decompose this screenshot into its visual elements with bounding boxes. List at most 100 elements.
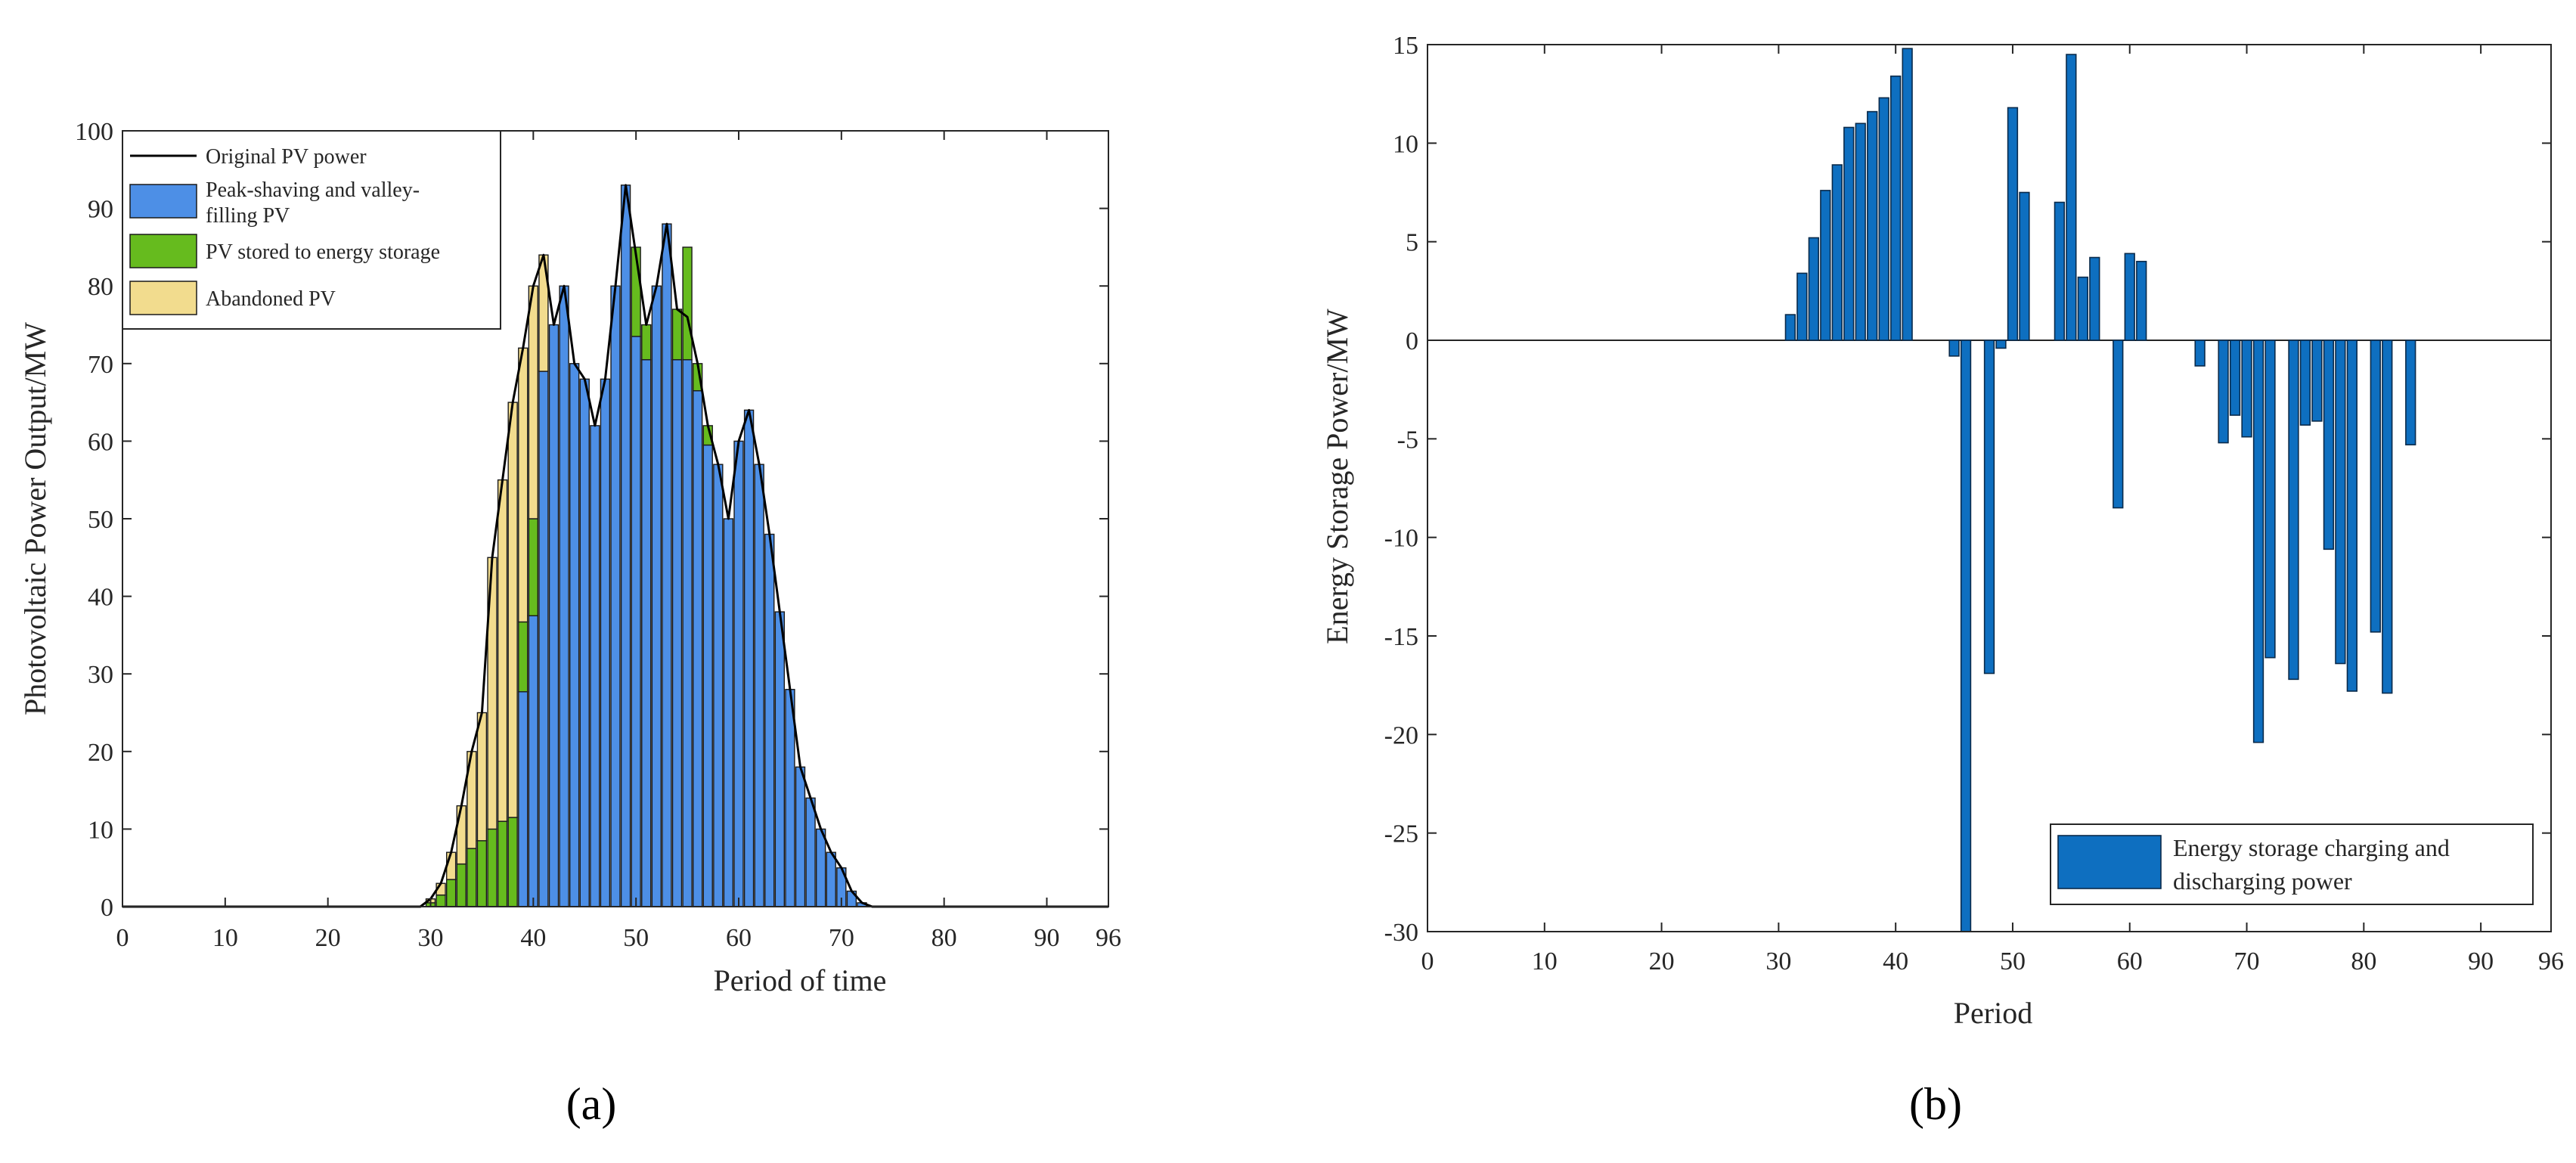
legend-peak-shaving-swatch bbox=[129, 184, 197, 219]
panel-a-chart: 0 10 20 30 40 50 60 70 80 90 100 0 10 20 30 40 50 60 70 80… bbox=[18, 118, 1121, 1129]
bar-energy-storage-54 bbox=[2054, 201, 2066, 341]
panel-b-plot-frame bbox=[1427, 44, 2552, 932]
bar-pv-stored-37 bbox=[497, 820, 508, 907]
bar-pv-stored-55 bbox=[682, 247, 693, 361]
bar-peak-shaving-56 bbox=[692, 390, 703, 907]
bar-abandoned-pv-35 bbox=[476, 712, 488, 842]
panel-b-legend: Energy storage charging and discharging … bbox=[2050, 823, 2534, 905]
legend-pv-stored-swatch bbox=[129, 234, 197, 268]
bar-energy-storage-48 bbox=[1983, 340, 1995, 675]
bar-peak-shaving-51 bbox=[641, 358, 652, 907]
bar-energy-storage-75 bbox=[2299, 340, 2311, 426]
panel-a-y-ticks: 0 10 20 30 40 50 60 70 80 90 100 bbox=[75, 118, 1108, 922]
x-tick-label: 80 bbox=[2351, 947, 2376, 975]
x-tick-label: 0 bbox=[1421, 947, 1434, 975]
bar-abandoned-pv-39 bbox=[518, 347, 529, 623]
bar-pv-stored-38 bbox=[507, 817, 518, 907]
bar-energy-storage-69 bbox=[2229, 340, 2241, 416]
bar-peak-shaving-69 bbox=[826, 851, 836, 907]
bar-pv-stored-54 bbox=[671, 309, 683, 361]
bar-abandoned-pv-38 bbox=[507, 402, 518, 818]
bar-pv-stored-39 bbox=[518, 621, 529, 693]
bar-peak-shaving-42 bbox=[548, 324, 560, 907]
bar-energy-storage-61 bbox=[2136, 260, 2147, 341]
bar-peak-shaving-48 bbox=[610, 285, 621, 907]
x-tick-label: 0 bbox=[116, 924, 129, 952]
bar-peak-shaving-60 bbox=[733, 440, 744, 907]
bar-peak-shaving-52 bbox=[651, 285, 662, 907]
panel-b-x-ticks: 0 10 20 30 40 50 60 70 80 90 96 bbox=[1421, 45, 2564, 975]
bar-peak-shaving-41 bbox=[538, 371, 549, 907]
legend-energy-storage-swatch bbox=[2057, 835, 2162, 889]
panel-b-label: (b) bbox=[1909, 1079, 1962, 1129]
bar-peak-shaving-47 bbox=[600, 378, 611, 907]
x-tick-label: 10 bbox=[212, 924, 238, 952]
bar-energy-storage-45 bbox=[1948, 340, 1960, 357]
bar-energy-storage-76 bbox=[2311, 340, 2323, 422]
bar-energy-storage-46 bbox=[1960, 340, 1972, 932]
original-pv-power-line bbox=[122, 184, 1108, 908]
x-tick-label: 50 bbox=[2000, 947, 2026, 975]
bar-energy-storage-57 bbox=[2089, 256, 2100, 341]
bar-peak-shaving-45 bbox=[579, 378, 590, 907]
bar-peak-shaving-40 bbox=[528, 615, 539, 907]
x-tick-label: 70 bbox=[2234, 947, 2260, 975]
y-tick-label: 10 bbox=[88, 816, 113, 844]
bar-abandoned-pv-33 bbox=[456, 805, 467, 865]
bar-energy-storage-32 bbox=[1796, 272, 1808, 341]
bar-energy-storage-36 bbox=[1843, 126, 1855, 341]
bar-energy-storage-84 bbox=[2405, 340, 2416, 445]
legend-energy-storage-label-line1: Energy storage charging and bbox=[2173, 834, 2450, 861]
panel-b-y-ticks: -30 -25 -20 -15 -10 -5 0 5 10 15 bbox=[1384, 32, 2551, 947]
x-tick-label: 96 bbox=[1096, 924, 1121, 952]
bar-peak-shaving-65 bbox=[785, 689, 795, 907]
bar-energy-storage-59 bbox=[2113, 340, 2124, 509]
y-tick-label: 40 bbox=[88, 584, 113, 612]
bar-peak-shaving-54 bbox=[671, 358, 683, 907]
bar-peak-shaving-44 bbox=[569, 363, 580, 907]
x-tick-label: 70 bbox=[829, 924, 854, 952]
bar-peak-shaving-46 bbox=[590, 425, 600, 907]
bar-peak-shaving-58 bbox=[713, 464, 724, 907]
panel-a-x-ticks: 0 10 20 30 40 50 60 70 80 90 96 bbox=[116, 131, 1121, 952]
legend-pv-stored-label: PV stored to energy storage bbox=[206, 240, 440, 264]
x-tick-label: 40 bbox=[520, 924, 546, 952]
bar-energy-storage-50 bbox=[2007, 107, 2019, 341]
bar-energy-storage-33 bbox=[1808, 237, 1819, 341]
bar-energy-storage-34 bbox=[1820, 190, 1831, 341]
bar-energy-storage-38 bbox=[1867, 110, 1878, 341]
y-tick-label: 20 bbox=[88, 739, 113, 767]
bar-energy-storage-82 bbox=[2382, 340, 2393, 694]
y-tick-label: 60 bbox=[88, 428, 113, 456]
bar-peak-shaving-43 bbox=[559, 285, 569, 907]
y-tick-label: 0 bbox=[101, 894, 113, 922]
x-tick-label: 20 bbox=[315, 924, 341, 952]
legend-energy-storage-label-line2: discharging power bbox=[2173, 867, 2352, 895]
bar-energy-storage-31 bbox=[1784, 314, 1796, 341]
y-tick-label: 50 bbox=[88, 506, 113, 534]
y-tick-label: -5 bbox=[1397, 426, 1418, 454]
bar-energy-storage-55 bbox=[2066, 54, 2077, 341]
bar-peak-shaving-57 bbox=[702, 444, 713, 907]
bar-energy-storage-78 bbox=[2335, 340, 2346, 665]
bar-peak-shaving-67 bbox=[805, 797, 816, 907]
y-tick-label: 15 bbox=[1393, 32, 1418, 60]
bar-abandoned-pv-37 bbox=[497, 479, 508, 822]
panel-b-y-axis-label: Energy Storage Power/MW bbox=[1320, 309, 1354, 644]
y-tick-label: -15 bbox=[1384, 623, 1418, 651]
legend-abandoned-pv-label: Abandoned PV bbox=[206, 287, 336, 311]
x-tick-label: 30 bbox=[418, 924, 444, 952]
bar-energy-storage-79 bbox=[2346, 340, 2358, 692]
bar-peak-shaving-64 bbox=[774, 611, 786, 907]
panel-b-x-axis-label: Period bbox=[1954, 996, 2032, 1030]
bar-pv-stored-34 bbox=[467, 848, 477, 907]
bar-peak-shaving-55 bbox=[682, 358, 693, 907]
bar-energy-storage-56 bbox=[2077, 276, 2088, 341]
bar-energy-storage-66 bbox=[2194, 340, 2206, 367]
panel-a-y-axis-label: Photovoltaic Power Output/MW bbox=[18, 322, 52, 715]
y-tick-label: 5 bbox=[1406, 229, 1418, 257]
bar-abandoned-pv-40 bbox=[528, 285, 539, 519]
legend-abandoned-pv-swatch bbox=[129, 281, 197, 315]
bar-energy-storage-81 bbox=[2370, 340, 2381, 633]
